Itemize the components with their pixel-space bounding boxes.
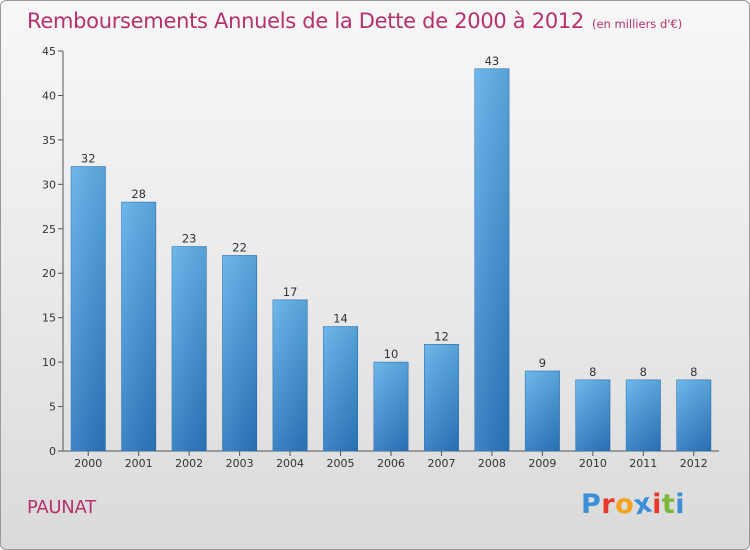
x-tick-label: 2009 — [528, 457, 556, 470]
bars: 32 28 23 22 17 14 10 12 43 9 8 8 8 — [70, 54, 712, 452]
x-tick-label: 2005 — [327, 457, 355, 470]
bar-value-label: 12 — [434, 329, 449, 343]
x-tick-label: 2001 — [125, 457, 153, 470]
bar-value-label: 17 — [283, 285, 298, 299]
x-tick-label: 2006 — [377, 457, 405, 470]
x-tick-label: 2010 — [579, 457, 607, 470]
bar-value-label: 9 — [539, 356, 546, 370]
bar-value-label: 22 — [232, 240, 247, 254]
x-tick-label: 2000 — [74, 457, 102, 470]
x-tick-label: 2004 — [276, 457, 304, 470]
logo-letter: i — [675, 489, 686, 520]
bar-value-label: 8 — [690, 365, 697, 379]
title-text: Remboursements Annuels de la Dette de 20… — [27, 9, 584, 33]
x-tick-label: 2003 — [226, 457, 254, 470]
bar-shade — [676, 379, 711, 451]
y-tick-label: 5 — [49, 401, 56, 414]
axes: 0 5 10 15 20 25 30 35 40 45 2000 2001 2002 2003 2004 20… — [42, 45, 719, 470]
bar-shade — [121, 202, 156, 451]
bar-shade — [222, 255, 257, 451]
y-tick-label: 25 — [42, 223, 56, 236]
bar-value-label: 43 — [485, 54, 500, 68]
place-name: PAUNAT — [27, 497, 96, 518]
y-tick-label: 30 — [42, 178, 56, 191]
bar-value-label: 32 — [81, 152, 96, 166]
bar-value-label: 23 — [182, 232, 197, 246]
chart-title: Remboursements Annuels de la Dette de 20… — [27, 9, 682, 33]
bar-value-label: 10 — [384, 347, 399, 361]
y-tick-label: 15 — [42, 312, 56, 325]
bar-shade — [171, 246, 207, 451]
bar-value-label: 8 — [589, 365, 596, 379]
x-tick-label: 2002 — [175, 457, 203, 470]
y-tick-label: 20 — [42, 267, 56, 280]
bar-value-label: 8 — [640, 365, 647, 379]
logo-letter: r — [601, 489, 616, 520]
x-tick-label: 2007 — [427, 457, 455, 470]
title-unit: (en milliers d'€) — [592, 17, 683, 31]
logo-letter: o — [615, 489, 635, 520]
y-tick-label: 35 — [42, 134, 56, 147]
bar-value-label: 14 — [333, 312, 348, 326]
bar-shade — [323, 326, 358, 451]
logo-letter: i — [652, 489, 662, 520]
bar-shade — [424, 344, 459, 451]
bar-shade — [272, 299, 308, 451]
y-tick-label: 45 — [42, 45, 56, 58]
x-tick-label: 2008 — [478, 457, 506, 470]
bar-shade — [373, 362, 409, 451]
x-tick-label: 2011 — [629, 457, 657, 470]
logo-letter: t — [661, 489, 676, 520]
x-tick-label: 2012 — [680, 457, 708, 470]
bar-shade — [575, 379, 611, 451]
bar-shade — [525, 371, 560, 451]
y-tick-label: 40 — [42, 89, 56, 102]
y-tick-label: 10 — [42, 356, 56, 369]
proxiti-logo: Proxiti — [581, 487, 686, 521]
bar-value-label: 28 — [131, 187, 146, 201]
logo-letter: P — [581, 489, 602, 520]
bar-shade — [474, 68, 510, 452]
bar-shade — [626, 379, 661, 451]
bar-shade — [71, 166, 106, 452]
y-tick-label: 0 — [49, 445, 56, 458]
